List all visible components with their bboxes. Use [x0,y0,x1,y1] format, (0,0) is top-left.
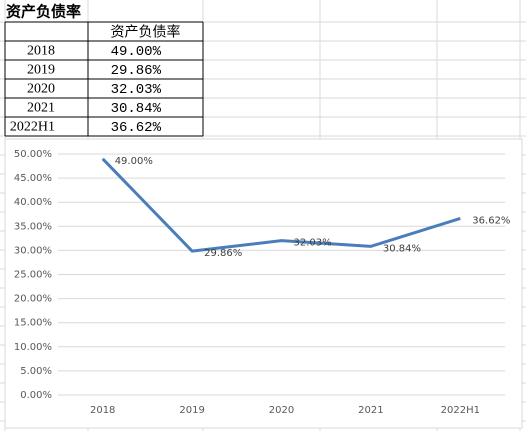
y-tick-label: 35.00% [14,221,52,232]
y-tick-label: 15.00% [14,318,52,329]
data-label: 32.03% [294,238,332,249]
y-tick-label: 0.00% [20,390,52,401]
y-tick-label: 25.00% [14,270,52,281]
data-label: 30.84% [383,243,421,254]
y-tick-label: 30.00% [14,245,52,256]
x-tick-label: 2022H1 [441,405,480,416]
line-series [101,157,461,253]
data-label: 36.62% [472,215,510,226]
table-cell: 2018 [27,44,55,59]
sheet-title: 资产负债率 [6,3,81,21]
table-cell: 32.03% [111,82,162,98]
table-cell: 2021 [27,101,55,116]
x-tick-label: 2021 [358,405,383,416]
table-cell: 49.00% [111,44,162,60]
chart-area [4,138,523,429]
data-label: 49.00% [115,156,153,167]
x-tick-label: 2018 [90,405,115,416]
y-tick-label: 20.00% [14,294,52,305]
x-tick-label: 2019 [179,405,204,416]
y-tick-label: 5.00% [20,366,52,377]
y-tick-label: 45.00% [14,173,52,184]
table-cell: 36.62% [111,120,162,136]
table-cell: 2022H1 [10,120,55,135]
y-tick-label: 10.00% [14,342,52,353]
y-tick-label: 40.00% [14,197,52,208]
data-label: 29.86% [204,248,242,259]
table-cell: 29.86% [111,63,162,79]
y-tick-label: 50.00% [14,149,52,160]
table-header: 资产负债率 [111,24,181,41]
table-cell: 2020 [27,82,55,97]
x-tick-label: 2020 [269,405,294,416]
table-cell: 30.84% [111,101,162,117]
table-cell: 2019 [27,63,55,78]
